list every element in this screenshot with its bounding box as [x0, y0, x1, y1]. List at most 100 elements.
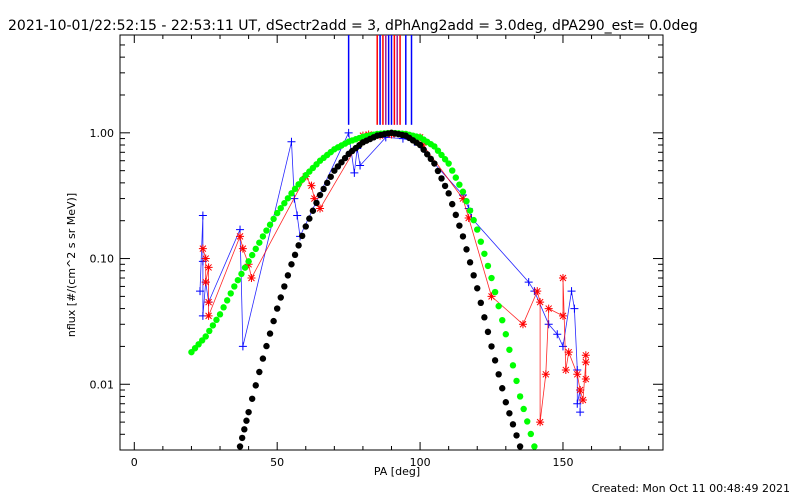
red-star-point — [536, 418, 545, 427]
red-star-point — [558, 311, 567, 320]
black-dot-point — [334, 163, 342, 170]
blue-plus-point — [198, 211, 207, 220]
black-dot-point — [516, 443, 524, 450]
x-tick-label: 0 — [131, 456, 138, 469]
green-dot-point — [198, 337, 206, 344]
green-dot-point — [281, 200, 288, 207]
x-tick-label: 50 — [270, 456, 284, 469]
blue-plus-point — [558, 342, 567, 351]
red-star-point — [316, 204, 325, 213]
x-tick-label: 150 — [552, 456, 573, 469]
green-dot-point — [502, 331, 510, 338]
green-dot-point — [273, 209, 281, 217]
red-star-point — [198, 244, 207, 253]
green-dot-point — [459, 188, 467, 195]
green-dot-point — [520, 405, 527, 413]
green-dot-point — [238, 270, 245, 278]
blue-plus-point — [350, 168, 359, 177]
black-dot-point — [248, 395, 256, 402]
green-dot-point — [313, 161, 320, 168]
black-dot-point — [316, 191, 324, 199]
green-dot-point — [220, 304, 227, 311]
black-dot-point — [506, 410, 513, 417]
green-dot-point — [223, 297, 231, 304]
black-dot-point — [495, 371, 502, 378]
green-dot-point — [288, 190, 295, 197]
black-dot-point — [277, 294, 284, 301]
black-dot-point — [243, 417, 250, 424]
red-star-point — [201, 278, 210, 287]
blue-plus-point — [576, 408, 585, 417]
black-dot-point — [456, 222, 463, 229]
blue-plus-point — [344, 128, 353, 137]
x-axis-label: PA [deg] — [374, 465, 420, 478]
black-dot-point — [484, 328, 492, 336]
green-dot-point — [509, 362, 517, 369]
green-dot-point — [234, 276, 242, 284]
green-dot-point — [524, 418, 531, 425]
black-dot-point — [236, 443, 244, 450]
red-star-point — [204, 311, 213, 320]
green-dot-point — [495, 302, 502, 310]
black-dot-point — [424, 151, 431, 158]
green-dot-point — [291, 185, 299, 193]
black-dot-point — [266, 330, 274, 337]
black-dot-point — [306, 215, 313, 222]
black-dot-point — [302, 223, 309, 230]
green-dot-point — [491, 288, 499, 296]
green-dot-point — [259, 233, 267, 240]
blue-plus-point — [553, 330, 562, 339]
green-dot-point — [441, 156, 449, 163]
black-dot-point — [313, 199, 320, 207]
black-dot-point — [459, 233, 467, 240]
green-dot-point — [470, 216, 477, 224]
green-dot-point — [531, 443, 538, 450]
green-dot-point — [452, 174, 460, 181]
green-dot-point — [481, 250, 488, 257]
blue-plus-point — [236, 225, 245, 234]
green-dot-point — [270, 215, 277, 223]
black-dot-point — [320, 185, 327, 193]
red-star-point — [581, 351, 590, 360]
green-dot-point — [266, 221, 274, 228]
black-dot-point — [252, 382, 259, 389]
red-star-point — [247, 274, 256, 283]
red-star-point — [576, 386, 585, 395]
red-star-point — [236, 232, 245, 241]
green-dot-point — [277, 204, 284, 212]
red-star-point — [307, 181, 316, 190]
green-dot-point — [227, 290, 234, 297]
green-dot-point — [209, 322, 217, 329]
red-star-point — [204, 263, 213, 272]
green-dot-point — [466, 207, 474, 214]
blue-plus-point — [293, 211, 302, 220]
green-dot-point — [327, 148, 334, 156]
red-star-point — [310, 194, 319, 203]
green-dot-point — [513, 377, 520, 385]
black-dot-point — [270, 317, 277, 325]
black-dot-point — [491, 357, 499, 364]
black-dot-point — [466, 259, 474, 266]
blue-plus-point — [544, 320, 553, 329]
y-tick-label: 1.00 — [90, 127, 115, 140]
black-dot-point — [356, 142, 363, 149]
green-dot-point — [488, 274, 495, 282]
green-dot-point — [256, 239, 263, 246]
black-dot-point — [502, 399, 510, 406]
green-dot-point — [231, 283, 238, 290]
red-star-point — [561, 365, 570, 374]
black-dot-point — [488, 343, 495, 350]
black-dot-point — [434, 167, 442, 175]
black-dot-point — [384, 130, 392, 137]
black-dot-point — [256, 368, 263, 376]
black-dot-point — [309, 207, 317, 214]
black-dot-point — [370, 134, 377, 141]
red-star-point — [458, 194, 467, 203]
blue-plus-point — [238, 342, 247, 351]
red-star-point — [536, 298, 545, 307]
green-dot-point — [449, 167, 456, 174]
created-timestamp: Created: Mon Oct 11 00:48:49 2021 — [592, 482, 790, 495]
red-star-point — [204, 298, 213, 307]
black-dot-point — [295, 242, 302, 249]
